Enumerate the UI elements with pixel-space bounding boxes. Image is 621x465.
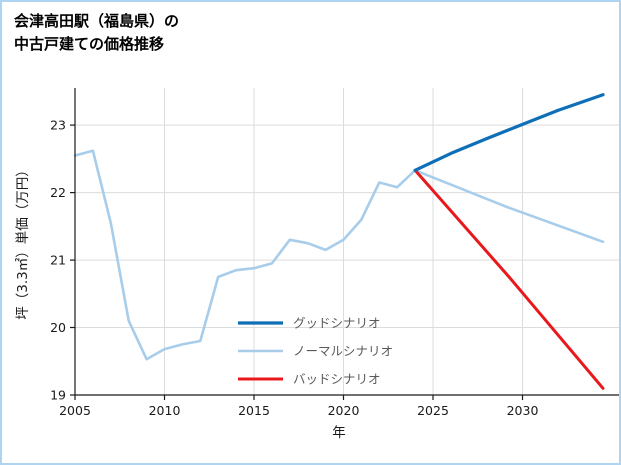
y-tick-label: 20 bbox=[50, 320, 66, 335]
series-line-bad bbox=[413, 168, 605, 390]
legend-item-normal: ノーマルシナリオ bbox=[238, 344, 393, 359]
y-tick-label: 22 bbox=[50, 185, 66, 200]
y-tick-label: 23 bbox=[50, 118, 66, 133]
legend-item-good: グッドシナリオ bbox=[238, 316, 381, 331]
legend-label: ノーマルシナリオ bbox=[293, 344, 393, 359]
chart-title-line1: 会津高田駅（福島県）の bbox=[14, 12, 180, 30]
y-axis-label: 坪（3.3㎡）単価（万円） bbox=[15, 163, 31, 319]
legend-label: バッドシナリオ bbox=[293, 372, 381, 387]
series-line-normal bbox=[73, 149, 605, 361]
chart-title-line2: 中古戸建ての価格推移 bbox=[14, 34, 165, 53]
x-axis-label: 年 bbox=[332, 425, 346, 441]
x-tick-label: 2015 bbox=[238, 403, 270, 418]
y-tick-label: 19 bbox=[50, 388, 66, 403]
x-tick-label: 2025 bbox=[417, 403, 449, 418]
series-line-good bbox=[413, 93, 605, 172]
legend-item-bad: バッドシナリオ bbox=[238, 372, 381, 387]
x-tick-label: 2010 bbox=[149, 403, 181, 418]
chart-title: 会津高田駅（福島県）の 中古戸建ての価格推移 bbox=[14, 10, 179, 55]
legend-label: グッドシナリオ bbox=[293, 316, 381, 331]
y-tick-label: 21 bbox=[50, 253, 66, 268]
x-tick-label: 2020 bbox=[328, 403, 360, 418]
x-tick-label: 2030 bbox=[507, 403, 539, 418]
x-tick-label: 2005 bbox=[59, 403, 91, 418]
